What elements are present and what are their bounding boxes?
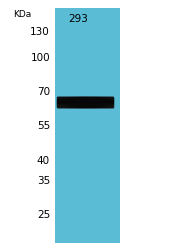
Text: 70: 70 xyxy=(37,87,50,97)
Text: 130: 130 xyxy=(30,27,50,37)
Text: 55: 55 xyxy=(37,121,50,131)
Bar xyxy=(55,8,120,243)
Text: KDa: KDa xyxy=(13,10,31,19)
Text: 35: 35 xyxy=(37,176,50,186)
Text: 100: 100 xyxy=(30,53,50,63)
Text: 25: 25 xyxy=(37,210,50,220)
Text: 293: 293 xyxy=(68,14,88,24)
Text: 40: 40 xyxy=(37,156,50,166)
